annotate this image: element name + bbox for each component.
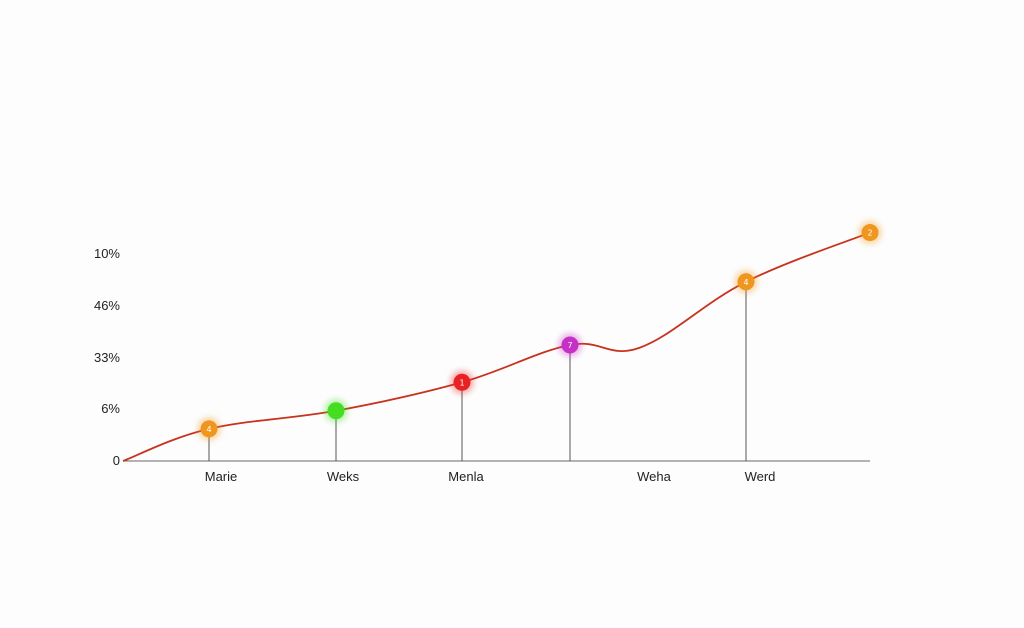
marker-dot	[200, 420, 218, 438]
x-tick-label: Marie	[205, 469, 238, 484]
y-tick-label: 6%	[101, 401, 120, 416]
x-tick-label: Werd	[745, 469, 776, 484]
series-lines	[122, 231, 871, 462]
marker-dot	[861, 224, 879, 242]
markers: 4 1 7 4 2	[197, 220, 882, 441]
y-tick-label: 33%	[94, 350, 120, 365]
marker-label: 4	[743, 278, 748, 287]
data-point-marker	[324, 398, 348, 423]
marker-label: 2	[867, 229, 872, 238]
marker-dot	[453, 373, 471, 391]
x-tick-label: Weks	[327, 469, 360, 484]
marker-dot	[327, 402, 345, 420]
y-tick-label: 10%	[94, 246, 120, 261]
y-tick-label: 0	[113, 453, 120, 468]
x-tick-label: Weha	[637, 469, 671, 484]
data-point-marker: 1	[450, 370, 474, 395]
marker-label: 1	[459, 378, 464, 387]
marker-dot	[737, 273, 755, 291]
data-point-marker: 2	[858, 220, 882, 245]
marker-label: 4	[206, 425, 211, 434]
data-point-marker: 4	[734, 269, 758, 294]
data-point-marker: 4	[197, 416, 221, 441]
x-tick-label: Menla	[448, 469, 484, 484]
drop-lines	[208, 281, 747, 461]
marker-dot	[561, 336, 579, 354]
series-line	[122, 231, 871, 462]
data-point-marker: 7	[558, 332, 582, 357]
marker-label: 7	[567, 341, 572, 350]
y-tick-label: 46%	[94, 298, 120, 313]
